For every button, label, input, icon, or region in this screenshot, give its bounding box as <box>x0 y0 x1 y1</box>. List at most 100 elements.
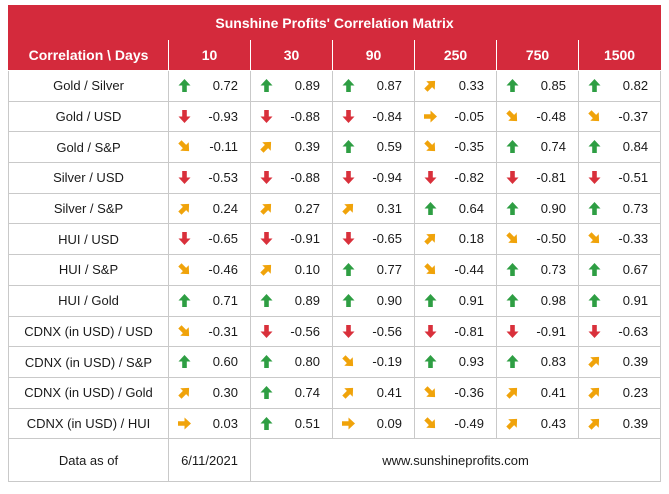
correlation-cell-90: -0.94 <box>332 162 415 194</box>
correlation-cell-30: 0.74 <box>250 376 333 409</box>
correlation-cell-10: -0.93 <box>168 100 251 133</box>
correlation-cell-250: 0.18 <box>414 223 497 256</box>
correlation-value: -0.46 <box>208 262 238 278</box>
correlation-cell-250: -0.81 <box>414 315 497 348</box>
arrow-up-right-icon <box>423 231 438 246</box>
table-row: Gold / Silver 0.72 0.89 0.87 0.33 0.85 0.82 <box>8 70 662 102</box>
pair-label: CDNX (in USD) / Gold <box>8 376 169 409</box>
correlation-cell-250: 0.33 <box>414 70 497 102</box>
correlation-cell-30: 0.10 <box>250 254 333 286</box>
correlation-cell-30: -0.56 <box>250 315 333 348</box>
correlation-value: -0.91 <box>290 231 320 247</box>
arrow-right-icon <box>423 109 438 124</box>
arrow-down-icon <box>259 324 274 339</box>
correlation-value: -0.44 <box>454 262 484 278</box>
arrow-up-icon <box>341 139 356 154</box>
correlation-cell-90: -0.84 <box>332 100 415 133</box>
correlation-value: -0.35 <box>454 139 484 155</box>
table-row: HUI / S&P -0.46 0.10 0.77 -0.44 0.73 0.67 <box>8 254 662 286</box>
correlation-cell-10: 0.72 <box>168 70 251 102</box>
arrow-up-icon <box>177 293 192 308</box>
arrow-down-right-icon <box>177 262 192 277</box>
arrow-up-icon <box>505 78 520 93</box>
correlation-value: 0.93 <box>458 354 484 370</box>
correlation-cell-90: 0.31 <box>332 192 415 225</box>
pair-label: HUI / Gold <box>8 284 169 317</box>
table-title: Sunshine Profits' Correlation Matrix <box>7 5 662 40</box>
correlation-value: 0.84 <box>622 139 649 155</box>
arrow-right-icon <box>177 416 192 431</box>
correlation-cell-1500: 0.39 <box>577 407 662 440</box>
arrow-up-right-icon <box>423 78 438 93</box>
correlation-value: 0.98 <box>540 292 566 308</box>
arrow-up-right-icon <box>259 262 274 277</box>
correlation-cell-1500: 0.23 <box>577 376 662 409</box>
footer-website: www.sunshineprofits.com <box>249 438 662 483</box>
correlation-value: 0.90 <box>540 200 566 216</box>
correlation-value: 0.30 <box>212 384 238 400</box>
arrow-down-right-icon <box>587 231 602 246</box>
correlation-value: -0.53 <box>208 170 238 186</box>
correlation-value: -0.88 <box>290 170 320 186</box>
correlation-value: -0.88 <box>290 108 320 124</box>
correlation-cell-250: 0.93 <box>414 346 497 378</box>
correlation-cell-30: 0.80 <box>250 346 333 378</box>
arrow-up-icon <box>587 262 602 277</box>
correlation-cell-1500: 0.91 <box>577 284 662 317</box>
correlation-cell-250: -0.36 <box>414 376 497 409</box>
pair-label: Gold / Silver <box>8 70 169 102</box>
correlation-value: 0.27 <box>294 200 320 216</box>
arrow-down-icon <box>177 109 192 124</box>
arrow-up-icon <box>423 293 438 308</box>
arrow-down-right-icon <box>505 231 520 246</box>
correlation-cell-10: 0.60 <box>168 346 251 378</box>
table-row: HUI / USD -0.65 -0.91 -0.65 0.18 -0.50 -0.33 <box>8 223 662 256</box>
correlation-value: 0.74 <box>540 139 566 155</box>
correlation-value: 0.39 <box>294 139 320 155</box>
correlation-value: 0.41 <box>540 384 566 400</box>
arrow-right-icon <box>341 416 356 431</box>
correlation-cell-90: 0.41 <box>332 376 415 409</box>
correlation-value: 0.51 <box>294 415 320 431</box>
header-day-10: 10 <box>168 39 251 71</box>
correlation-value: 0.60 <box>212 354 238 370</box>
correlation-value: 0.90 <box>376 292 402 308</box>
correlation-cell-750: 0.90 <box>496 192 579 225</box>
arrow-up-icon <box>423 201 438 216</box>
correlation-value: 0.43 <box>540 415 566 431</box>
correlation-cell-30: 0.27 <box>250 192 333 225</box>
arrow-down-icon <box>423 170 438 185</box>
correlation-cell-90: -0.56 <box>332 315 415 348</box>
arrow-up-right-icon <box>587 385 602 400</box>
correlation-cell-90: 0.09 <box>332 407 415 440</box>
arrow-up-icon <box>341 78 356 93</box>
arrow-up-right-icon <box>259 139 274 154</box>
arrow-up-icon <box>177 354 192 369</box>
correlation-cell-750: -0.48 <box>496 100 579 133</box>
arrow-up-right-icon <box>259 201 274 216</box>
arrow-up-icon <box>259 354 274 369</box>
correlation-value: 0.24 <box>212 200 238 216</box>
correlation-value: -0.56 <box>290 323 320 339</box>
correlation-cell-30: 0.51 <box>250 407 333 440</box>
correlation-value: -0.82 <box>454 170 484 186</box>
arrow-down-icon <box>259 170 274 185</box>
correlation-cell-10: 0.30 <box>168 376 251 409</box>
arrow-down-icon <box>587 324 602 339</box>
correlation-cell-10: 0.71 <box>168 284 251 317</box>
correlation-value: -0.49 <box>454 415 484 431</box>
correlation-cell-90: 0.87 <box>332 70 415 102</box>
correlation-value: -0.84 <box>372 108 402 124</box>
correlation-cell-750: -0.81 <box>496 162 579 194</box>
correlation-cell-30: 0.39 <box>250 131 333 164</box>
correlation-value: 0.10 <box>294 262 320 278</box>
arrow-down-icon <box>423 324 438 339</box>
header-row: Correlation \ Days 10 30 90 250 750 1500 <box>8 39 662 71</box>
correlation-value: 0.03 <box>212 415 238 431</box>
table-row: CDNX (in USD) / USD -0.31 -0.56 -0.56 -0.81 -… <box>8 315 662 348</box>
correlation-value: -0.81 <box>454 323 484 339</box>
arrow-up-right-icon <box>587 416 602 431</box>
correlation-value: 0.85 <box>540 78 566 93</box>
arrow-up-icon <box>505 201 520 216</box>
correlation-matrix-table-container: Sunshine Profits' Correlation Matrix Cor… <box>7 5 662 483</box>
